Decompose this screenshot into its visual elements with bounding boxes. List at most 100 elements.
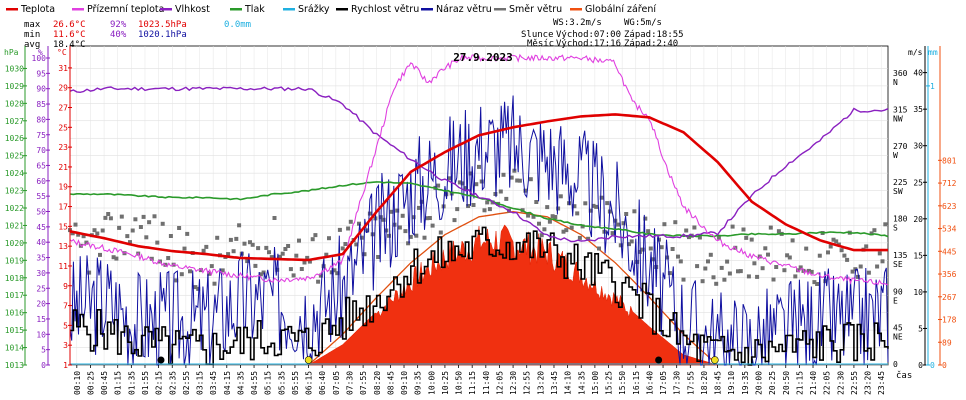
legend-swatch [160,8,172,11]
wind-dir-point [730,224,735,229]
info-sunrise: Východ:07:00 [556,30,621,40]
x-tick-label: 04:15 [223,371,232,395]
wind-dir-point [340,246,345,251]
wind-dir-point [106,212,111,216]
info-ws: WS:3.2m/s [553,18,602,28]
wind-dir-compass-label: NW [893,115,903,124]
wind-dir-point [703,266,708,271]
wind-dir-point [776,229,781,234]
chart-legend: Teplota Přízemní teplota Vlhkost Tlak Srážky… [6,4,656,15]
wind-dir-point [526,213,531,218]
wind-dir-point [662,222,667,227]
wind-dir-point [343,242,348,246]
wind-dir-point [348,219,353,224]
wind-dir-point [599,195,604,200]
wind-dir-point [253,263,258,268]
wind-dir-point [632,209,637,214]
x-tick-label: 20:00 [754,371,763,395]
wind-dir-point [834,239,839,244]
x-tick-label: 07:05 [332,371,341,395]
x-tick-label: 03:45 [209,371,218,395]
wind-dir-point [152,214,157,219]
x-tick-label: 08:45 [386,371,395,395]
wind-dir-point [504,196,509,201]
temperature-tick-label: 3 [63,341,68,350]
wind-dir-point [670,247,675,251]
wind-dir-point [687,235,691,240]
wind-dir-point [577,235,582,240]
humidity-tick-label: 95 [36,69,46,78]
wind-dir-point [755,274,760,279]
wind-dir-point [482,208,487,213]
humidity-tick-label: 75 [36,131,46,140]
wind-dir-point [367,211,372,216]
wind-dir-point [858,264,863,269]
wind-dir-point [436,183,441,188]
x-tick-label: 18:20 [700,371,709,395]
sunrise-marker [304,356,313,364]
wind-dir-point [302,260,307,265]
legend-swatch [336,8,348,11]
wind-dir-point [667,271,672,276]
x-tick-label: 00:45 [100,371,109,395]
wind-dir-point [787,255,792,260]
stat-avg-temp: 18.4°C [53,40,86,50]
wind-dir-point [381,217,386,222]
x-tick-label: 06:15 [305,371,314,395]
wind-dir-point [569,225,574,230]
rain-tick-label: 0 [930,361,935,370]
wind-dir-point [318,273,323,278]
pressure-tick-label: 1020 [5,239,24,248]
wind-dir-compass-label: W [893,151,898,160]
wind-dir-point [201,248,206,253]
wind-dir-point [84,240,89,245]
wind-dir-point [288,267,293,272]
wind-dir-point [103,215,108,220]
wind-speed-tick-label: 5 [918,324,923,333]
stat-min-temp: 11.6°C [53,30,86,40]
wind-dir-point [501,172,506,177]
wind-dir-point [678,259,683,264]
legend-swatch [283,8,295,11]
x-tick-label: 02:55 [182,371,191,395]
wind-dir-point [534,200,539,204]
x-tick-label: 16:40 [645,371,654,395]
wind-dir-point [610,231,615,236]
x-tick-label: 03:15 [196,371,205,395]
wind-dir-point [204,244,209,249]
wind-dir-point [258,272,263,277]
wind-dir-point [845,257,850,262]
wind-dir-point [327,236,331,241]
wind-dir-point [417,205,421,210]
wind-dir-point [727,271,732,276]
wind-dir-point [542,227,547,232]
sun-moon-info: WS:3.2m/s WG:5m/s Slunce Východ:07:00 Zá… [521,18,684,49]
wind-dir-point [591,203,596,208]
pressure-tick-label: 1017 [5,291,24,300]
wind-dir-point [624,212,629,216]
x-tick-label: 12:55 [523,371,532,395]
stat-max-temp: 26.6°C [53,20,86,30]
x-tick-label: 11:40 [482,371,491,395]
wind-dir-point [207,271,212,276]
humidity-tick-label: 35 [36,254,46,263]
wind-dir-point [725,259,730,264]
wind-dir-point [422,235,427,240]
legend-swatch [570,8,582,11]
wind-dir-point [147,220,152,225]
wind-speed-tick-label: 25 [913,178,923,187]
wind-dir-point [665,255,670,260]
wind-dir-point [362,252,367,257]
radiation-tick-label: 445 [942,247,957,256]
wind-dir-point [468,171,473,176]
wind-dir-point [291,273,296,278]
wind-dir-point [697,235,702,240]
pressure-tick-label: 1022 [5,204,24,213]
wind-dir-point [640,247,645,252]
pressure-tick-label: 1021 [5,221,24,230]
wind-dir-point [321,264,326,269]
x-tick-label: 11:15 [468,371,477,395]
pressure-tick-label: 1013 [5,361,24,370]
wind-dir-point [234,236,239,241]
humidity-tick-label: 55 [36,192,46,201]
